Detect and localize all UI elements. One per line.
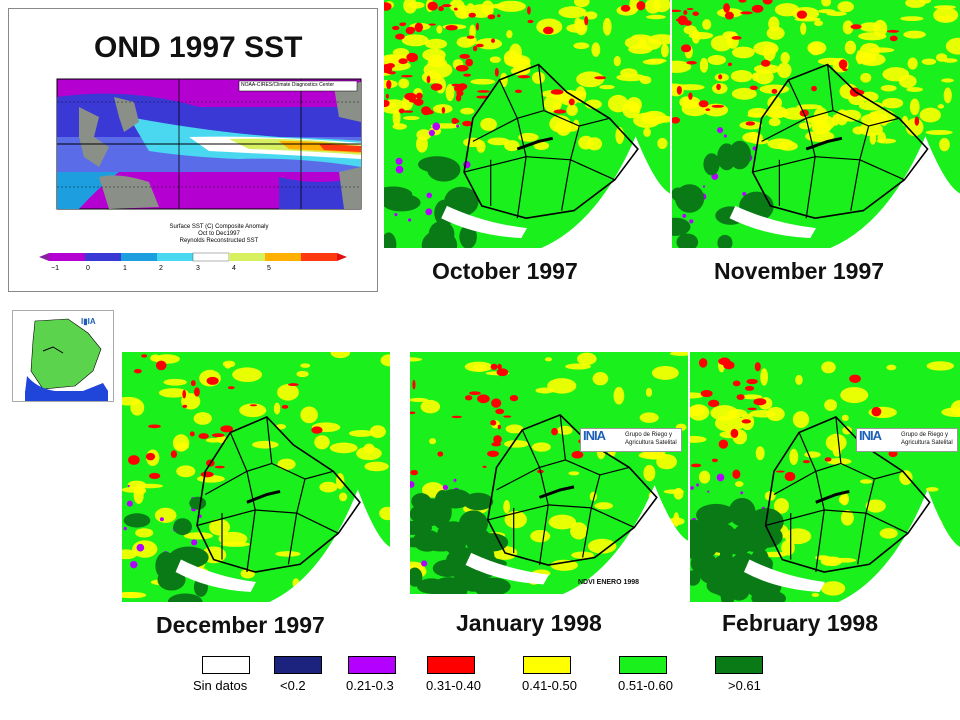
sst-scale-label: 3	[196, 265, 200, 272]
sst-scale-label: 2	[159, 265, 163, 272]
caption-october-1997: October 1997	[432, 258, 578, 284]
legend-swatch	[427, 656, 475, 674]
ndvi-map-october-1997	[384, 0, 670, 248]
inia-logo-line2: Agricultura Satelital	[625, 440, 677, 446]
sst-anomaly-map	[56, 78, 362, 210]
inia-logo-line2: Agricultura Satelital	[901, 440, 953, 446]
sst-caption-line2: Oct to Dec1997	[198, 231, 240, 237]
caption-december-1997: December 1997	[156, 612, 325, 638]
ndvi-map-graphic	[410, 352, 688, 594]
caption-november-1997: November 1997	[714, 258, 885, 284]
sst-scale-label: 4	[232, 265, 236, 272]
legend-label: 0.31-0.40	[426, 678, 481, 693]
inia-logo-line1: Grupo de Riego y	[625, 432, 673, 438]
legend-label: 0.41-0.50	[522, 678, 577, 693]
legend-swatch	[619, 656, 667, 674]
sst-scale-label: −1	[51, 265, 59, 272]
sst-color-scale	[39, 252, 347, 262]
inia-logo-january: INIA Grupo de Riego y Agricultura Sateli…	[580, 428, 682, 452]
overview-map: I▮IA	[12, 310, 114, 402]
sst-scale-label: 5	[267, 265, 271, 272]
ndvi-map-graphic	[384, 0, 670, 248]
legend-swatch	[348, 656, 396, 674]
sst-anomaly-panel: OND 1997 SST NOAA-CIRES/Climate Diagnost…	[8, 8, 378, 292]
inia-logo-mark: INIA	[859, 428, 882, 443]
legend-label: >0.61	[728, 678, 761, 693]
caption-february-1998: February 1998	[722, 610, 878, 636]
ndvi-map-november-1997	[672, 0, 960, 248]
sst-credit: NOAA-CIRES/Climate Diagnostics Center	[241, 82, 335, 88]
sst-scale-labels: −1 0 1 2 3 4 5	[39, 265, 349, 275]
sst-caption: Surface SST (C) Composite Anomaly Oct to…	[159, 224, 279, 245]
legend-label: 0.51-0.60	[618, 678, 673, 693]
ndvi-map-label: NDVI ENERO 1998	[578, 579, 640, 586]
caption-january-1998: January 1998	[456, 610, 602, 636]
inia-logo-february: INIA Grupo de Riego y Agricultura Sateli…	[856, 428, 958, 452]
ndvi-map-graphic	[122, 352, 390, 602]
inia-logo-mark: INIA	[583, 428, 606, 443]
overview-logo: I▮IA	[81, 317, 96, 326]
legend-label: 0.21-0.3	[346, 678, 394, 693]
legend-swatch	[715, 656, 763, 674]
legend-swatch	[202, 656, 250, 674]
sst-panel-title: OND 1997 SST	[94, 31, 303, 64]
legend-label: <0.2	[280, 678, 306, 693]
ndvi-map-january-1998	[410, 352, 688, 594]
legend-label: Sin datos	[193, 678, 248, 693]
inia-logo-line1: Grupo de Riego y	[901, 432, 949, 438]
ndvi-map-graphic	[672, 0, 960, 248]
sst-scale-label: 1	[123, 265, 127, 272]
ndvi-map-graphic	[690, 352, 960, 602]
sst-caption-line3: Reynolds Reconstructed SST	[179, 238, 259, 244]
sst-caption-line1: Surface SST (C) Composite Anomaly	[169, 224, 269, 230]
legend-swatch	[523, 656, 571, 674]
ndvi-map-december-1997	[122, 352, 390, 602]
ndvi-map-february-1998	[690, 352, 960, 602]
sst-scale-label: 0	[86, 265, 90, 272]
legend-swatch	[274, 656, 322, 674]
